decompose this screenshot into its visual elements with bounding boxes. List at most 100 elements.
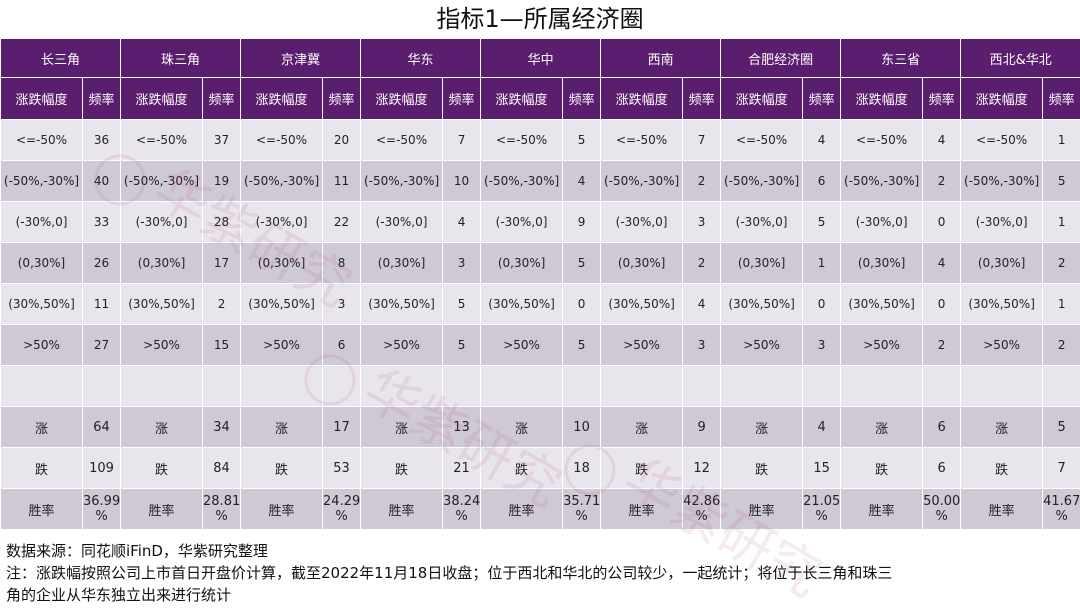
table-row: >50% 27 >50% 15 >50% 6 >50% 5 >50% 5 >50% 3 >50% 3 >50…	[0, 324, 1080, 366]
summary-label-cell: 涨	[720, 406, 804, 448]
freq-cell: 17	[202, 242, 242, 284]
range-cell: (-30%,0]	[960, 201, 1044, 243]
range-cell: (-50%,-30%]	[960, 160, 1044, 202]
freq-cell: 5	[562, 324, 602, 366]
region-header: 西南	[600, 38, 722, 78]
freq-cell: 6	[802, 160, 842, 202]
summary-label-cell: 胜率	[840, 488, 924, 530]
range-cell: (0,30%]	[0, 242, 83, 284]
table-row: (-30%,0] 33 (-30%,0] 28 (-30%,0] 22 (-30%,0] 4(…	[0, 201, 1080, 243]
range-cell: <=-50%	[0, 119, 83, 161]
range-cell: <=-50%	[840, 119, 924, 161]
freq-cell: 22	[322, 201, 362, 243]
summary-label-cell: 胜率	[240, 488, 324, 530]
range-cell: (-50%,-30%]	[720, 160, 804, 202]
summary-value-cell: 6	[922, 447, 962, 489]
empty-cell	[1042, 365, 1080, 407]
region-header: 东三省	[840, 38, 962, 78]
range-subheader: 涨跌幅度	[480, 77, 564, 120]
range-cell: (-50%,-30%]	[840, 160, 924, 202]
freq-cell: 8	[322, 242, 362, 284]
summary-label-cell: 涨	[240, 406, 324, 448]
range-subheader: 涨跌幅度	[0, 77, 83, 120]
empty-cell	[682, 365, 722, 407]
freq-cell: 5	[562, 119, 602, 161]
freq-cell: 27	[81, 324, 122, 366]
summary-label-cell: 涨	[0, 406, 83, 448]
range-cell: (-30%,0]	[480, 201, 564, 243]
summary-value-cell: 21	[442, 447, 482, 489]
freq-cell: 40	[81, 160, 122, 202]
summary-label-cell: 跌	[720, 447, 804, 489]
freq-cell: 15	[202, 324, 242, 366]
empty-cell	[960, 365, 1044, 407]
summary-label-cell: 胜率	[360, 488, 444, 530]
summary-value-cell: 42.86 %	[682, 488, 722, 530]
summary-value-cell: 13	[442, 406, 482, 448]
summary-label-cell: 胜率	[120, 488, 204, 530]
empty-cell	[600, 365, 684, 407]
note-line-1: 注：涨跌幅按照公司上市首日开盘价计算，截至2022年11月18日收盘；位于西北和…	[6, 564, 893, 582]
freq-cell: 0	[802, 283, 842, 325]
summary-label-cell: 涨	[960, 406, 1044, 448]
empty-cell	[202, 365, 242, 407]
range-cell: (-30%,0]	[240, 201, 324, 243]
region-header: 西北&华北	[960, 38, 1080, 78]
summary-label-cell: 涨	[840, 406, 924, 448]
range-cell: >50%	[840, 324, 924, 366]
footer: 数据来源：同花顺iFinD，华紫研究整理 注：涨跌幅按照公司上市首日开盘价计算，…	[6, 540, 892, 606]
range-cell: (0,30%]	[600, 242, 684, 284]
summary-value-cell: 24.29 %	[322, 488, 362, 530]
summary-value-cell: 84	[202, 447, 242, 489]
summary-label-cell: 胜率	[960, 488, 1044, 530]
range-cell: (30%,50%]	[600, 283, 684, 325]
range-cell: (0,30%]	[480, 242, 564, 284]
range-subheader: 涨跌幅度	[720, 77, 804, 120]
freq-cell: 11	[322, 160, 362, 202]
freq-cell: 4	[922, 119, 962, 161]
empty-cell	[0, 365, 83, 407]
table-row: <=-50% 36 <=-50% 37 <=-50% 20 <=-50% 7 <=-50% 5 <=…	[0, 119, 1080, 161]
range-cell: (-50%,-30%]	[480, 160, 564, 202]
freq-cell: 4	[802, 119, 842, 161]
economic-circle-table: 长三角 珠三角 京津冀 华东 华中 西南 合肥经济圈 东三省 西北&华北 涨跌幅度 频率 涨跌幅度频…	[0, 38, 1080, 530]
region-header: 长三角	[0, 38, 122, 78]
freq-cell: 28	[202, 201, 242, 243]
range-cell: <=-50%	[480, 119, 564, 161]
range-cell: (30%,50%]	[120, 283, 204, 325]
summary-value-cell: 7	[1042, 447, 1080, 489]
range-cell: >50%	[960, 324, 1044, 366]
empty-cell	[922, 365, 962, 407]
freq-cell: 3	[682, 201, 722, 243]
freq-cell: 3	[682, 324, 722, 366]
freq-cell: 1	[1042, 201, 1080, 243]
summary-label-cell: 涨	[120, 406, 204, 448]
range-cell: (-30%,0]	[840, 201, 924, 243]
table-row: (0,30%] 26 (0,30%] 17 (0,30%] 8 (0,30%] 3 (0,30%…	[0, 242, 1080, 284]
range-cell: (30%,50%]	[480, 283, 564, 325]
empty-cell	[802, 365, 842, 407]
range-cell: (-50%,-30%]	[120, 160, 204, 202]
range-subheader: 涨跌幅度	[960, 77, 1044, 120]
summary-value-cell: 15	[802, 447, 842, 489]
summary-label-cell: 胜率	[0, 488, 83, 530]
data-source: 数据来源：同花顺iFinD，华紫研究整理	[6, 542, 268, 560]
summary-value-cell: 12	[682, 447, 722, 489]
range-cell: >50%	[360, 324, 444, 366]
range-cell: (0,30%]	[240, 242, 324, 284]
freq-cell: 33	[81, 201, 122, 243]
freq-cell: 5	[1042, 160, 1080, 202]
freq-cell: 0	[922, 201, 962, 243]
freq-cell: 2	[922, 324, 962, 366]
range-cell: >50%	[240, 324, 324, 366]
region-header: 华东	[360, 38, 482, 78]
range-cell: (-30%,0]	[720, 201, 804, 243]
range-cell: (30%,50%]	[240, 283, 324, 325]
range-cell: (30%,50%]	[720, 283, 804, 325]
freq-cell: 2	[1042, 324, 1080, 366]
freq-cell: 6	[322, 324, 362, 366]
summary-label-cell: 跌	[840, 447, 924, 489]
summary-label-cell: 涨	[600, 406, 684, 448]
freq-cell: 26	[81, 242, 122, 284]
summary-value-cell: 53	[322, 447, 362, 489]
